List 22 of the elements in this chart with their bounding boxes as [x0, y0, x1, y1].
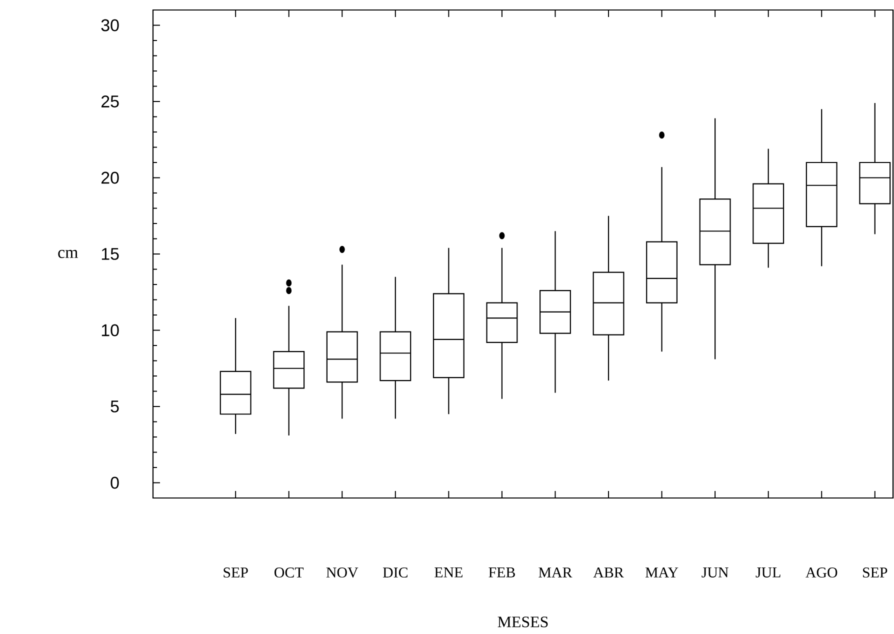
y-axis-title: cm: [58, 250, 78, 258]
x-tick-label: JUL: [756, 568, 780, 578]
x-tick-label: JUN: [702, 568, 728, 578]
x-axis-title: MESES: [498, 616, 548, 628]
x-tick-label: NOV: [326, 568, 358, 578]
x-tick-label: SEP: [863, 568, 888, 578]
y-tick-label: 10: [102, 324, 119, 336]
y-tick-label: 20: [102, 172, 119, 184]
x-tick-label: SEP: [224, 568, 248, 578]
x-tick-label: OCT: [274, 568, 304, 578]
y-tick-label: 25: [102, 96, 119, 108]
x-tick-label: ENE: [434, 568, 462, 578]
y-tick-label: 0: [110, 476, 119, 489]
x-tick-label: MAR: [538, 568, 572, 578]
x-tick-label: FEB: [488, 568, 515, 578]
x-tick-label: MAY: [645, 568, 678, 578]
x-tick-label: DIC: [382, 568, 408, 578]
y-tick-label: 30: [101, 19, 119, 32]
x-tick-label: ABR: [593, 568, 624, 578]
y-tick-label: 5: [110, 400, 119, 412]
y-tick-label: 15: [102, 248, 119, 260]
x-tick-label: AGO: [806, 568, 838, 578]
